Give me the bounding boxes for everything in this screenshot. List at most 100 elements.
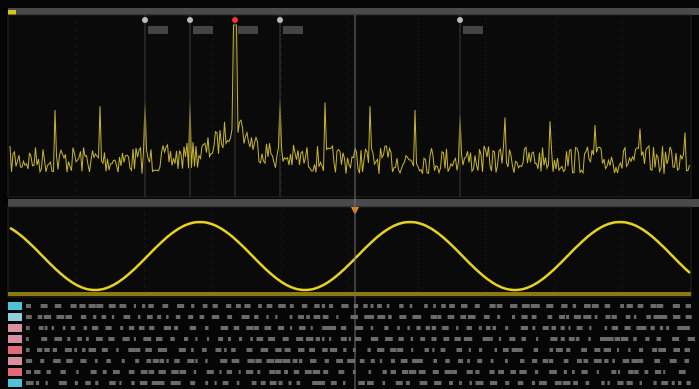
bus-tag (8, 379, 22, 387)
bus-tag (8, 324, 22, 332)
bus-segment (491, 359, 494, 363)
bus-segment (180, 370, 187, 374)
bus-segment (469, 381, 471, 385)
bus-segment (489, 304, 495, 308)
bus-segment (112, 315, 114, 319)
bus-segment (119, 304, 126, 308)
bus-segment (290, 304, 294, 308)
bus-segment (486, 326, 490, 330)
bus-segment (512, 315, 515, 319)
bus-segment (640, 359, 644, 363)
bus-segment (95, 359, 98, 363)
bus-segment (424, 304, 428, 308)
bus-segment (250, 337, 253, 341)
marker-readout (463, 26, 483, 34)
bus-segment (311, 326, 313, 330)
bus-segment (310, 359, 316, 363)
bus-segment (419, 315, 422, 319)
bus-segment (336, 359, 343, 363)
bus-segment (302, 304, 307, 308)
bus-segment (26, 370, 31, 374)
bus-segment (572, 370, 575, 374)
bus-segment (627, 381, 633, 385)
bus-segment (41, 337, 47, 341)
bus-segment (275, 315, 277, 319)
bus-segment (66, 315, 72, 319)
bus-segment (275, 348, 281, 352)
bus-segment (402, 370, 408, 374)
bus-segment (543, 326, 549, 330)
bus-segment (410, 304, 413, 308)
bus-segment (179, 348, 186, 352)
bus-segment (200, 315, 205, 319)
bus-segment (138, 315, 141, 319)
bus-segment (646, 315, 651, 319)
bus-segment (556, 348, 563, 352)
bus-segment (628, 348, 630, 352)
bus-segment (190, 381, 195, 385)
bus-segment (59, 381, 67, 385)
bus-segment (657, 304, 663, 308)
marker-readout (193, 26, 213, 34)
bus-segment (129, 370, 135, 374)
bus-segment (592, 304, 599, 308)
bus-segment (297, 381, 301, 385)
bus-segment (36, 381, 39, 385)
bus-segment (213, 304, 218, 308)
bus-segment (164, 326, 171, 330)
bus-segment (203, 304, 208, 308)
bus-segment (532, 381, 535, 385)
bus-segment (53, 348, 57, 352)
bus-segment (299, 359, 302, 363)
bus-segment (503, 348, 509, 352)
bus-segment (380, 359, 382, 363)
bus-segment (416, 326, 420, 330)
bus-segment (685, 359, 690, 363)
bus-segment (476, 381, 484, 385)
bus-segment (601, 381, 604, 385)
bus-segment (537, 304, 540, 308)
bus-segment (202, 348, 207, 352)
bus-segment (283, 337, 289, 341)
bus-tag (8, 313, 22, 321)
bus-segment (645, 337, 649, 341)
bus-segment (382, 381, 385, 385)
bus-segment (377, 348, 384, 352)
bus-segment (228, 337, 231, 341)
bus-segment (363, 304, 367, 308)
bus-segment (387, 304, 390, 308)
bus-segment (298, 315, 304, 319)
bus-segment (653, 381, 656, 385)
bus-segment (71, 304, 77, 308)
bus-segment (655, 370, 661, 374)
bus-segment (219, 370, 221, 374)
bus-segment (278, 381, 282, 385)
bus-segment (625, 326, 631, 330)
bus-segment (371, 326, 373, 330)
bus-segment (672, 337, 679, 341)
bus-segment (666, 326, 669, 330)
bus-segment (660, 326, 663, 330)
bus-segment (509, 337, 515, 341)
bus-segment (536, 337, 538, 341)
bus-segment (26, 348, 30, 352)
bus-segment (79, 304, 85, 308)
bus-segment (266, 315, 268, 319)
bus-segment (411, 348, 413, 352)
bus-segment (561, 337, 565, 341)
bus-segment (518, 381, 524, 385)
bus-segment (397, 348, 403, 352)
bus-segment (535, 370, 538, 374)
bus-segment (256, 337, 263, 341)
bus-segment (623, 359, 630, 363)
bus-segment (128, 348, 135, 352)
bus-segment (612, 359, 615, 363)
bus-segment (44, 348, 49, 352)
bus-segment (215, 381, 217, 385)
bus-segment (468, 315, 476, 319)
bus-segment (492, 326, 496, 330)
bus-segment (383, 370, 387, 374)
bus-segment (237, 381, 240, 385)
bus-segment (464, 337, 471, 341)
bus-segment (475, 304, 480, 308)
